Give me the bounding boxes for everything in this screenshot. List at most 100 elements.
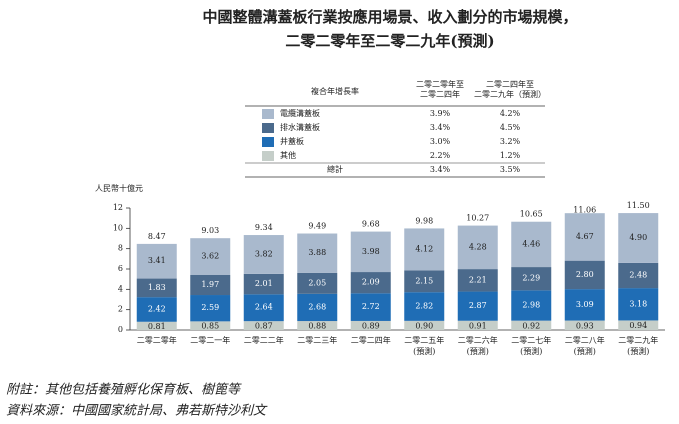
bar-segment [511, 320, 552, 330]
bar-segment [350, 320, 391, 330]
cagr-value: 3.9% [430, 109, 451, 118]
cagr-total: 3.5% [500, 165, 521, 174]
x-tick-label: (預測) [627, 346, 649, 356]
total-label: 9.34 [255, 223, 273, 232]
cagr-column-header: 二零二九年（預測） [474, 89, 546, 99]
total-label: 總計 [327, 164, 343, 174]
legend-label: 其他 [280, 150, 296, 160]
x-tick-label: (預測) [467, 346, 489, 356]
y-tick-label: 8 [118, 244, 123, 253]
bar-segment [350, 293, 391, 321]
bar-segment [190, 238, 231, 275]
value-label: 0.85 [201, 322, 219, 331]
bar-segment [190, 295, 231, 322]
x-tick-label: 二零二零年 [137, 335, 177, 345]
y-tick-label: 0 [118, 325, 123, 334]
cagr-column-header: 二零二四年 [420, 89, 460, 99]
value-label: 3.41 [148, 256, 166, 265]
cagr-total: 3.4% [430, 165, 451, 174]
cagr-value: 3.4% [430, 123, 451, 132]
value-label: 2.01 [255, 279, 273, 288]
bar-segment [511, 290, 552, 321]
value-label: 0.90 [415, 321, 433, 330]
bar-segment [564, 289, 605, 321]
y-tick-label: 12 [113, 203, 123, 212]
total-label: 10.27 [466, 214, 489, 223]
note: 附註：其他包括養殖孵化保育板、樹篦等 [6, 382, 242, 398]
x-tick-label: 二零二九年 [618, 335, 658, 345]
x-tick-label: (預測) [413, 346, 435, 356]
value-label: 2.59 [201, 303, 219, 312]
x-tick-label: (預測) [520, 346, 542, 356]
bar-segment [243, 294, 284, 322]
cagr-value: 1.2% [500, 151, 521, 160]
value-label: 0.87 [255, 322, 273, 331]
x-tick-label: 二零二八年 [565, 335, 605, 345]
total-label: 9.03 [201, 226, 219, 235]
y-tick-label: 4 [118, 284, 123, 293]
value-label: 4.90 [629, 233, 647, 242]
legend-swatch [262, 151, 274, 161]
total-label: 9.98 [415, 217, 433, 226]
y-tick-label: 6 [118, 264, 123, 273]
x-tick-label: 二零二六年 [458, 335, 498, 345]
total-label: 9.49 [308, 222, 326, 231]
y-axis-label: 人民幣十億元 [95, 183, 143, 193]
value-label: 4.46 [522, 239, 540, 248]
bar-segment [136, 278, 177, 298]
bar-segment [457, 269, 498, 292]
bar-segment [243, 235, 284, 274]
cagr-column-header: 二零二四年至 [486, 79, 534, 89]
value-label: 2.05 [308, 278, 326, 287]
value-label: 0.89 [362, 321, 380, 330]
x-tick-label: 二零二五年 [404, 335, 444, 345]
x-tick-label: 二零二四年 [351, 335, 391, 345]
value-label: 2.09 [362, 278, 380, 287]
total-label: 11.06 [573, 206, 596, 215]
value-label: 2.82 [415, 302, 433, 311]
bar-segment [404, 292, 445, 321]
value-label: 4.67 [576, 232, 594, 241]
bar-segment [618, 262, 659, 289]
legend-swatch [262, 123, 274, 133]
cagr-value: 2.2% [430, 151, 451, 160]
bar-segment [404, 228, 445, 271]
bar-segment [297, 293, 338, 322]
value-label: 0.81 [148, 322, 166, 331]
cagr-value: 4.5% [500, 123, 521, 132]
value-label: 2.21 [469, 275, 487, 284]
cagr-value: 3.0% [430, 137, 451, 146]
x-tick-label: 二零二三年 [297, 335, 337, 345]
bar-segment [511, 221, 552, 268]
value-label: 0.91 [469, 321, 487, 330]
total-label: 8.47 [148, 232, 166, 241]
value-label: 1.97 [201, 280, 219, 289]
cagr-header: 複合年增長率 [311, 86, 359, 96]
bar-segment [511, 267, 552, 291]
chart-subtitle: 二零二零年至二零二九年(預測) [285, 32, 494, 50]
value-label: 2.72 [362, 302, 380, 311]
y-tick-label: 10 [113, 223, 123, 232]
value-label: 0.88 [308, 322, 326, 331]
bar-segment [243, 273, 284, 295]
bar-segment [136, 297, 177, 322]
x-tick-label: 二零二七年 [511, 335, 551, 345]
value-label: 0.93 [576, 321, 594, 330]
total-label: 9.68 [362, 220, 380, 229]
value-label: 2.29 [522, 274, 540, 283]
cagr-value: 3.2% [500, 137, 521, 146]
bar-segment [404, 320, 445, 330]
bar-segment [618, 213, 659, 263]
bar-segment [457, 291, 498, 321]
value-label: 3.62 [201, 252, 219, 261]
legend-swatch [262, 109, 274, 119]
bar-segment [297, 272, 338, 294]
legend-label: 電纜溝蓋板 [280, 108, 320, 118]
legend-label: 排水溝蓋板 [280, 122, 320, 132]
x-tick-label: 二零二一年 [190, 335, 230, 345]
bar-segment [457, 225, 498, 270]
bar-segment [564, 320, 605, 330]
bar-segment [136, 321, 177, 330]
bar-segment [243, 321, 284, 330]
